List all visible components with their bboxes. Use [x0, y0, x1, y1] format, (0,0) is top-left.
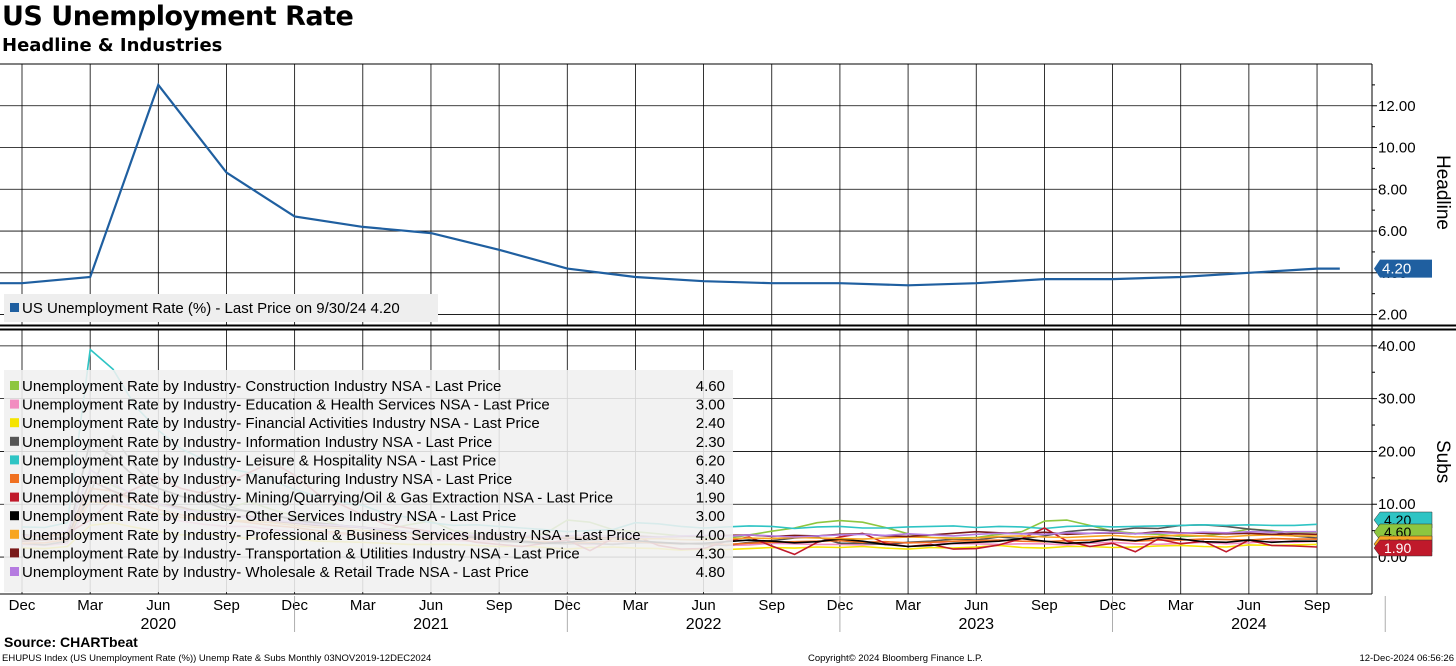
legend-entry-value: 4.30 — [696, 545, 725, 562]
x-tick-label: Mar — [350, 597, 376, 614]
x-tick-label: Mar — [77, 597, 103, 614]
legend-swatch — [10, 548, 19, 558]
x-tick-label: Mar — [895, 597, 921, 614]
legend-swatch — [10, 492, 19, 502]
legend-swatch — [10, 381, 19, 390]
headline-series — [0, 82, 1340, 287]
x-year-label: 2022 — [686, 616, 722, 633]
legend-entry-name: Unemployment Rate by Industry- Mining/Qu… — [22, 490, 613, 507]
headline-line — [0, 82, 1340, 287]
subs-legend: Unemployment Rate by Industry- Construct… — [4, 370, 733, 592]
x-tick-label: Sep — [213, 597, 240, 614]
x-tick-label: Mar — [1168, 597, 1194, 614]
legend-entry-name: Unemployment Rate by Industry- Other Ser… — [22, 508, 516, 525]
x-tick-label: Jun — [419, 597, 443, 614]
legend-entry-name: Unemployment Rate by Industry- Education… — [22, 397, 550, 414]
headline-legend-box — [4, 294, 438, 322]
last-price-value: 4.20 — [1382, 261, 1411, 278]
chart-title: US Unemployment Rate — [2, 1, 354, 32]
x-tick-label: Jun — [1237, 597, 1261, 614]
x-tick-label: Jun — [692, 597, 716, 614]
legend-entry-value: 3.40 — [696, 471, 725, 488]
legend-entry-name: Unemployment Rate by Industry- Transport… — [22, 545, 580, 562]
legend-swatch — [10, 474, 19, 483]
x-tick-label: Sep — [486, 597, 513, 614]
source-note: Source: CHARTbeat — [4, 634, 138, 650]
y-tick-label: 20.00 — [1378, 443, 1416, 460]
legend-entry-value: 4.60 — [696, 378, 725, 395]
y-tick-label: 40.00 — [1378, 338, 1416, 355]
timestamp: 12-Dec-2024 06:56:26 — [1359, 653, 1454, 664]
headline-legend-text: US Unemployment Rate (%) - Last Price on… — [22, 300, 400, 317]
y-tick-label: 6.00 — [1378, 223, 1407, 240]
y-tick-label: 8.00 — [1378, 181, 1407, 198]
legend-entry-name: Unemployment Rate by Industry- Wholesale… — [22, 564, 529, 581]
index-info: EHUPUS Index (US Unemployment Rate (%)) … — [2, 653, 432, 664]
legend-entry-value: 3.00 — [696, 508, 725, 525]
y-tick-label: 2.00 — [1378, 307, 1407, 324]
last-price-tag — [1373, 539, 1433, 557]
legend-entry-name: Unemployment Rate by Industry- Manufactu… — [22, 471, 512, 488]
legend-entry-value: 4.00 — [696, 527, 725, 544]
legend-entry-name: Unemployment Rate by Industry- Construct… — [22, 378, 501, 395]
last-price-tag — [1374, 259, 1432, 278]
legend-swatch — [10, 436, 19, 446]
y-tick-label: 12.00 — [1378, 98, 1416, 115]
legend-entry-value: 3.00 — [696, 397, 725, 414]
x-tick-label: Jun — [964, 597, 988, 614]
copyright: Copyright© 2024 Bloomberg Finance L.P. — [808, 653, 983, 664]
x-tick-label: Sep — [758, 597, 785, 614]
legend-swatch — [10, 455, 19, 465]
y-tick-label: 30.00 — [1378, 391, 1416, 408]
legend-swatch — [10, 303, 19, 312]
legend-entry-name: Unemployment Rate by Industry- Professio… — [22, 527, 641, 544]
y-tick-label: 10.00 — [1378, 140, 1416, 157]
last-price-value: 1.90 — [1384, 540, 1411, 556]
x-year-label: 2020 — [141, 616, 177, 633]
legend-swatch — [10, 567, 19, 576]
legend-entry-value: 6.20 — [696, 452, 725, 469]
x-tick-label: Sep — [1304, 597, 1331, 614]
legend-swatch — [10, 418, 19, 428]
y-axis-title-headline: Headline — [1432, 155, 1453, 230]
legend-entry-value: 2.40 — [696, 415, 725, 432]
legend-entry-name: Unemployment Rate by Industry- Financial… — [22, 415, 540, 432]
legend-entry-name: Unemployment Rate by Industry- Leisure &… — [22, 452, 496, 469]
legend-entry-value: 2.30 — [696, 434, 725, 451]
legend-entry-name: Unemployment Rate by Industry- Informati… — [22, 434, 492, 451]
x-tick-label: Dec — [9, 597, 36, 614]
headline-legend: US Unemployment Rate (%) - Last Price on… — [4, 294, 438, 322]
subs-legend-box — [4, 370, 733, 592]
chart-subtitle: Headline & Industries — [2, 35, 223, 56]
y-axis-title-subs: Subs — [1432, 440, 1453, 483]
last-price-labels: 4.204.204.604.001.90 — [1373, 259, 1433, 557]
x-tick-label: Mar — [623, 597, 649, 614]
legend-entry-value: 1.90 — [696, 490, 725, 507]
x-tick-label: Sep — [1031, 597, 1058, 614]
x-tick-label: Jun — [146, 597, 170, 614]
legend-swatch — [10, 399, 19, 409]
legend-entry-value: 4.80 — [696, 564, 725, 581]
x-year-label: 2021 — [413, 616, 449, 633]
x-year-label: 2023 — [958, 616, 994, 633]
y-tick-label: 10.00 — [1378, 496, 1416, 513]
x-year-label: 2024 — [1231, 616, 1267, 633]
legend-swatch — [10, 529, 19, 539]
legend-swatch — [10, 511, 19, 521]
